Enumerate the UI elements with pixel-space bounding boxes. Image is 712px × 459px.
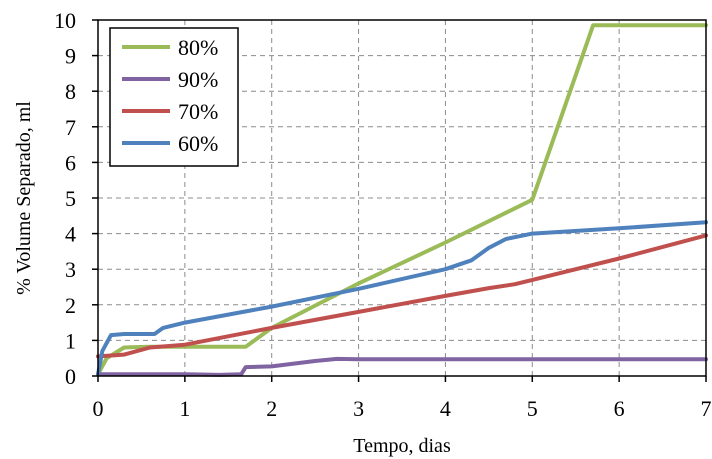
x-axis-title: Tempo, dias <box>353 435 451 457</box>
y-tick-label: 8 <box>65 79 76 104</box>
y-tick-label: 1 <box>65 328 76 353</box>
y-tick-label: 6 <box>65 150 76 175</box>
y-tick-label: 9 <box>65 44 76 69</box>
x-tick-label: 5 <box>527 396 538 421</box>
x-tick-label: 2 <box>266 396 277 421</box>
legend-label: 60% <box>178 131 218 156</box>
x-tick-label: 4 <box>440 396 451 421</box>
series-lines <box>96 23 708 377</box>
tick-labels: 0 1 2 3 4 5 6 7 0 1 2 3 4 5 6 7 8 9 10 <box>54 8 712 421</box>
x-tick-label: 7 <box>701 396 712 421</box>
y-tick-label: 5 <box>65 186 76 211</box>
y-tick-label: 10 <box>54 8 76 33</box>
series-line-4 <box>96 220 708 377</box>
series-line-1 <box>96 23 708 377</box>
y-tick-label: 2 <box>65 293 76 318</box>
x-tick-label: 1 <box>179 396 190 421</box>
x-tick-label: 6 <box>614 396 625 421</box>
legend-label: 90% <box>178 67 218 92</box>
x-tick-label: 0 <box>93 396 104 421</box>
legend: 80% 90% 70% 60% <box>109 27 239 167</box>
y-tick-label: 4 <box>65 222 76 247</box>
y-axis-title: % Volume Separado, ml <box>13 101 35 295</box>
x-tick-label: 3 <box>353 396 364 421</box>
series-line-2 <box>96 356 708 377</box>
y-tick-label: 7 <box>65 115 76 140</box>
y-tick-label: 3 <box>65 257 76 282</box>
y-tick-label: 0 <box>65 364 76 389</box>
series-line-3 <box>96 233 708 359</box>
legend-label: 80% <box>178 35 218 60</box>
legend-label: 70% <box>178 99 218 124</box>
